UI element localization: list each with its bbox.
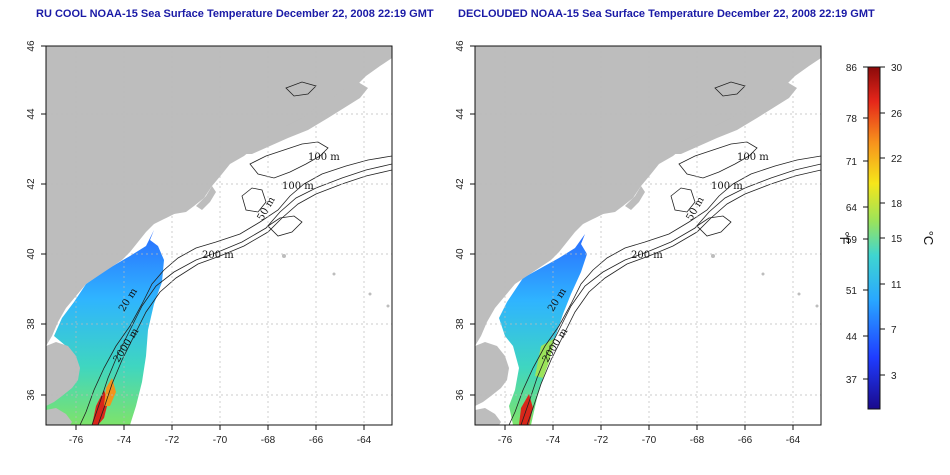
colorbar-f-tick: 44	[846, 332, 858, 343]
colorbar-c-tick: 22	[891, 154, 903, 165]
lat-tick: 46	[455, 40, 466, 52]
lat-tick: 44	[455, 108, 466, 120]
colorbar-f-tick: 78	[846, 114, 858, 125]
colorbar-c-tick: 18	[891, 199, 903, 210]
contour-label-100m-a: 100 m	[737, 152, 769, 163]
lat-tick: 36	[455, 389, 466, 401]
lon-tick: -76	[498, 435, 513, 446]
contour-label-100m-b: 100 m	[282, 181, 314, 192]
left-sst-map: 100 m 100 m 50 m 200 m 20 m 2000 m -76 -…	[26, 40, 393, 446]
colorbar-c-tick: 7	[891, 325, 897, 336]
lon-tick: -64	[786, 435, 801, 446]
colorbar-c-tick: 30	[891, 63, 903, 74]
colorbar-c-tick: 11	[891, 280, 902, 291]
colorbar-f-tick: 59	[846, 235, 858, 246]
fahrenheit-unit-label: °F	[837, 231, 852, 244]
lat-tick: 38	[455, 318, 466, 330]
lon-tick: -76	[69, 435, 84, 446]
celsius-unit-label: °C	[921, 231, 936, 246]
colorbar-f-tick: 86	[846, 63, 858, 74]
lon-tick: -72	[165, 435, 180, 446]
lon-tick: -74	[117, 435, 132, 446]
temperature-colorbar: 86 78 71 64 59 51 44 37 30 26 22 18 15 1…	[837, 63, 936, 410]
lon-tick: -70	[642, 435, 657, 446]
colorbar-c-tick: 26	[891, 109, 903, 120]
lat-tick: 36	[26, 389, 37, 401]
lon-tick: -74	[546, 435, 561, 446]
left-map-title: RU COOL NOAA-15 Sea Surface Temperature …	[36, 8, 434, 20]
lat-tick: 46	[26, 40, 37, 52]
colorbar-c-tick: 3	[891, 371, 897, 382]
contour-label-100m-a: 100 m	[308, 152, 340, 163]
lat-tick: 40	[26, 248, 37, 260]
contour-label-100m-b: 100 m	[711, 181, 743, 192]
lon-tick: -64	[357, 435, 372, 446]
right-map-title: DECLOUDED NOAA-15 Sea Surface Temperatur…	[458, 8, 875, 20]
lon-tick: -66	[738, 435, 753, 446]
colorbar-f-tick: 71	[846, 157, 858, 168]
lat-tick: 42	[26, 178, 37, 190]
lon-tick: -68	[690, 435, 705, 446]
lat-tick: 38	[26, 318, 37, 330]
contour-label-200m: 200 m	[202, 250, 234, 261]
colorbar-f-tick: 51	[846, 286, 858, 297]
lon-tick: -66	[309, 435, 324, 446]
colorbar-f-tick: 37	[846, 375, 858, 386]
right-sst-map: 100 m 100 m 50 m 200 m 20 m 2000 m -76 -…	[455, 40, 822, 446]
lat-tick: 44	[26, 108, 37, 120]
colorbar-f-tick: 64	[846, 203, 858, 214]
colorbar-c-tick: 15	[891, 234, 903, 245]
lat-tick: 42	[455, 178, 466, 190]
lon-tick: -68	[261, 435, 276, 446]
contour-label-200m: 200 m	[631, 250, 663, 261]
lon-tick: -72	[594, 435, 609, 446]
lon-tick: -70	[213, 435, 228, 446]
lat-tick: 40	[455, 248, 466, 260]
